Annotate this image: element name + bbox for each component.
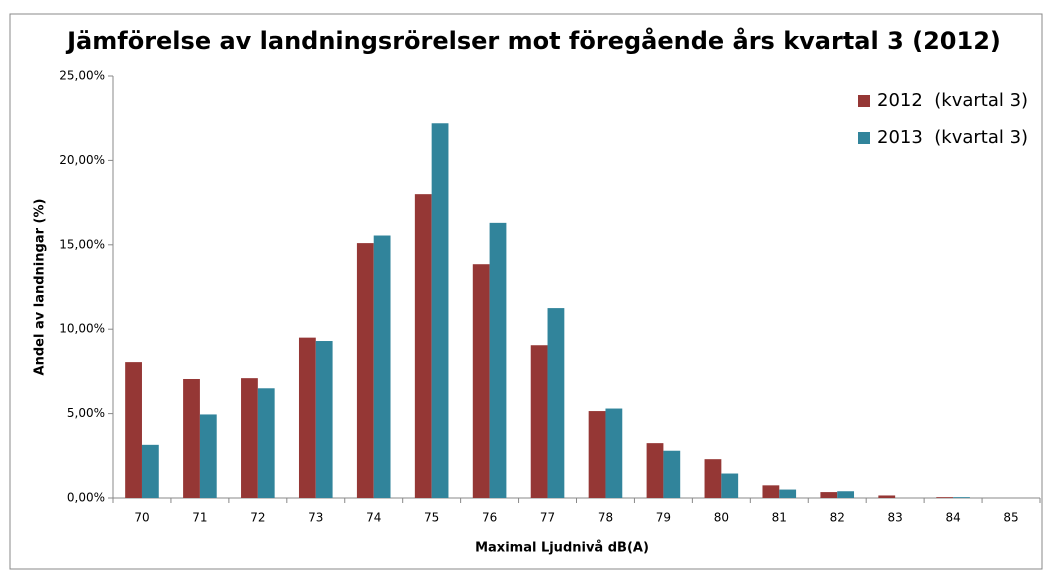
x-tick-label: 85 (1003, 511, 1018, 525)
bar (646, 443, 664, 498)
bar (837, 491, 855, 498)
legend-label: 2013 (kvartal 3) (877, 127, 1028, 148)
bar (820, 492, 838, 498)
bar (605, 408, 623, 498)
bar (663, 450, 681, 498)
bar (183, 378, 200, 498)
x-tick-label: 84 (945, 511, 960, 525)
bar (489, 222, 507, 498)
bar (373, 235, 391, 499)
bar (936, 497, 954, 498)
bar (721, 473, 739, 498)
bar (953, 497, 970, 498)
bar (414, 194, 432, 498)
bar (547, 308, 565, 498)
legend-swatch (858, 95, 870, 107)
x-tick-label: 83 (888, 511, 903, 525)
x-tick-label: 77 (540, 511, 555, 525)
bar (878, 495, 896, 498)
x-tick-label: 74 (366, 511, 381, 525)
bar (356, 243, 374, 498)
y-tick-label: 15,00% (59, 237, 105, 251)
bar (588, 411, 606, 498)
x-tick-label: 70 (134, 511, 149, 525)
bar (199, 414, 217, 498)
legend-label: 2012 (kvartal 3) (877, 90, 1028, 111)
bar (315, 341, 333, 498)
x-tick-label: 75 (424, 511, 439, 525)
bar (241, 378, 258, 498)
y-axis-label: Andel av landningar (%) (33, 199, 48, 376)
y-tick-label: 10,00% (59, 322, 105, 336)
x-tick-label: 71 (192, 511, 207, 525)
bar (141, 444, 159, 498)
bar (257, 388, 275, 498)
bar (298, 337, 316, 498)
bar (472, 264, 490, 498)
legend-swatch (858, 132, 870, 144)
bar (762, 485, 780, 498)
bar (431, 123, 449, 498)
x-tick-label: 78 (598, 511, 613, 525)
x-tick-label: 72 (250, 511, 265, 525)
bar (530, 345, 548, 498)
bar (125, 362, 142, 498)
y-tick-label: 25,00% (59, 69, 105, 83)
bar (779, 489, 797, 498)
x-tick-label: 81 (772, 511, 787, 525)
y-tick-label: 0,00% (67, 491, 105, 505)
y-tick-label: 5,00% (67, 406, 105, 420)
x-axis-label: Maximal Ljudnivå dB(A) (475, 541, 649, 556)
bar (704, 459, 722, 498)
x-tick-label: 73 (308, 511, 323, 525)
x-tick-label: 76 (482, 511, 497, 525)
x-tick-label: 82 (830, 511, 845, 525)
x-tick-label: 80 (714, 511, 729, 525)
x-tick-label: 79 (656, 511, 671, 525)
chart-title: Jämförelse av landningsrörelser mot före… (65, 26, 1001, 55)
y-tick-label: 20,00% (59, 153, 105, 167)
